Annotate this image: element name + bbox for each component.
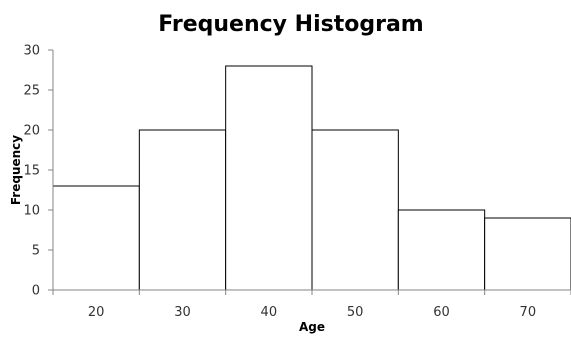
chart-title: Frequency Histogram: [158, 12, 423, 37]
axes-group: [48, 49, 571, 295]
histogram-bar-30: [138, 129, 227, 291]
x-tick-label-60: 60: [433, 305, 450, 320]
x-axis-label: Age: [299, 320, 325, 334]
y-tick-label-10: 10: [23, 204, 40, 219]
y-tick-labels: 0 5 10 15 20 25 30: [23, 44, 40, 299]
y-tick-label-20: 20: [23, 124, 40, 139]
x-tick-label-30: 30: [174, 305, 191, 320]
y-tick-label-25: 25: [23, 84, 40, 99]
x-tick-labels: 20 30 40 50 60 70: [88, 305, 536, 320]
x-tick-label-50: 50: [347, 305, 364, 320]
histogram-bar-70: [484, 217, 571, 291]
y-tick-label-30: 30: [23, 44, 40, 59]
y-tick-label-5: 5: [32, 244, 40, 259]
histogram-bar-40: [225, 65, 313, 291]
histogram-bar-60: [397, 209, 486, 291]
x-tick-label-70: 70: [520, 305, 537, 320]
y-tick-label-15: 15: [23, 164, 40, 179]
histogram-bar-20: [52, 185, 140, 291]
y-tick-label-0: 0: [32, 284, 40, 299]
x-tick-label-20: 20: [88, 305, 105, 320]
bars-group: [52, 65, 571, 291]
x-tick-label-40: 40: [261, 305, 278, 320]
histogram-bar-50: [311, 129, 399, 291]
y-axis-label: Frequency: [9, 135, 23, 205]
